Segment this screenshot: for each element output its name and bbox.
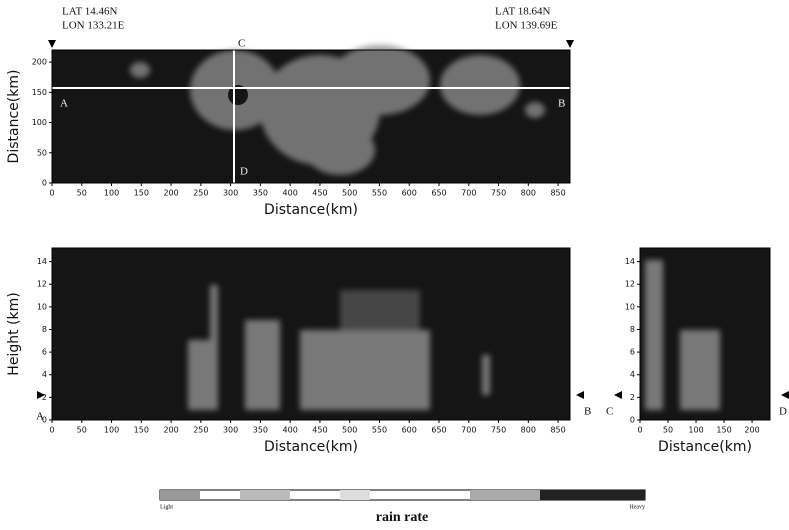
marker (48, 40, 56, 48)
point-label: A (60, 98, 68, 110)
x-tick-label: 0 (49, 426, 54, 435)
x-tick-label: 850 (550, 426, 565, 435)
x-tick-label: 0 (49, 189, 54, 198)
x-tick-label: 700 (461, 426, 476, 435)
y-tick-label: 12 (37, 280, 47, 289)
x-axis-label: Distance(km) (264, 202, 358, 218)
x-tick-label: 50 (77, 189, 87, 198)
x-tick-label: 750 (491, 426, 506, 435)
x-tick-label: 200 (163, 189, 178, 198)
left-lon: LON 133.21E (62, 20, 125, 32)
y-tick-label: 4 (630, 370, 635, 379)
x-tick-label: 600 (402, 189, 417, 198)
y-tick-label: 0 (42, 416, 47, 425)
x-tick-label: 450 (312, 426, 327, 435)
section-ab-image (52, 248, 570, 420)
colorbar-low: Light (160, 504, 173, 510)
point-label: A (36, 411, 44, 423)
panel-frame (51, 49, 571, 184)
point-label: D (779, 406, 787, 418)
x-tick-label: 800 (521, 426, 536, 435)
point-label: D (240, 166, 248, 178)
x-tick-label: 150 (716, 426, 731, 435)
marker (566, 40, 574, 48)
x-tick-label: 100 (104, 189, 119, 198)
point-label: B (558, 98, 565, 110)
y-tick-label: 8 (630, 325, 635, 334)
y-tick-label: 0 (630, 416, 635, 425)
y-tick-label: 10 (37, 302, 47, 311)
x-tick-label: 750 (491, 189, 506, 198)
x-tick-label: 350 (253, 426, 268, 435)
x-tick-label: 0 (637, 426, 642, 435)
colorbar-high: Heavy (629, 504, 645, 510)
point-label: B (584, 406, 591, 418)
point-label: C (238, 38, 245, 50)
marker (614, 391, 622, 399)
x-tick-label: 150 (134, 189, 149, 198)
x-tick-label: 700 (461, 189, 476, 198)
section-cd-image (640, 248, 770, 420)
x-tick-label: 150 (134, 426, 149, 435)
point-label: C (606, 406, 613, 418)
y-tick-label: 150 (32, 88, 47, 97)
marker (576, 391, 584, 399)
y-tick-label: 2 (630, 393, 635, 402)
x-tick-label: 400 (283, 426, 298, 435)
x-tick-label: 850 (550, 189, 565, 198)
y-tick-label: 6 (630, 348, 635, 357)
plan-image (52, 45, 570, 183)
y-axis-label: Distance(km) (6, 70, 22, 164)
colorbar-title: rain rate (376, 510, 428, 525)
x-tick-label: 400 (283, 189, 298, 198)
x-tick-label: 50 (77, 426, 87, 435)
marker (37, 391, 45, 399)
y-tick-label: 6 (42, 348, 47, 357)
right-lat: LAT 18.64N (495, 6, 550, 18)
x-tick-label: 200 (744, 426, 759, 435)
left-lat: LAT 14.46N (62, 6, 117, 18)
y-tick-label: 10 (625, 302, 635, 311)
x-tick-label: 200 (163, 426, 178, 435)
panel-frame (639, 247, 771, 421)
x-tick-label: 300 (223, 426, 238, 435)
x-axis-label: Distance(km) (658, 439, 752, 455)
y-tick-label: 8 (42, 325, 47, 334)
x-tick-label: 600 (402, 426, 417, 435)
x-tick-label: 250 (193, 426, 208, 435)
y-tick-label: 50 (37, 148, 47, 157)
panel-frame (51, 247, 571, 421)
marker (781, 391, 789, 399)
y-tick-label: 14 (625, 257, 635, 266)
x-tick-label: 300 (223, 189, 238, 198)
x-tick-label: 500 (342, 189, 357, 198)
x-axis-label: Distance(km) (264, 439, 358, 455)
x-tick-label: 800 (521, 189, 536, 198)
x-tick-label: 450 (312, 189, 327, 198)
y-tick-label: 100 (32, 118, 47, 127)
y-tick-label: 0 (42, 179, 47, 188)
x-tick-label: 250 (193, 189, 208, 198)
x-tick-label: 100 (104, 426, 119, 435)
x-tick-label: 650 (431, 426, 446, 435)
x-tick-label: 100 (688, 426, 703, 435)
y-axis-label: Height (km) (6, 292, 22, 375)
x-tick-label: 550 (372, 426, 387, 435)
x-tick-label: 500 (342, 426, 357, 435)
y-tick-label: 14 (37, 257, 47, 266)
x-tick-label: 650 (431, 189, 446, 198)
y-tick-label: 12 (625, 280, 635, 289)
x-tick-label: 550 (372, 189, 387, 198)
x-tick-label: 350 (253, 189, 268, 198)
y-tick-label: 2 (42, 393, 47, 402)
right-lon: LON 139.69E (495, 20, 558, 32)
x-tick-label: 50 (663, 426, 673, 435)
y-tick-label: 4 (42, 370, 47, 379)
colorbar (159, 489, 646, 501)
y-tick-label: 200 (32, 58, 47, 67)
